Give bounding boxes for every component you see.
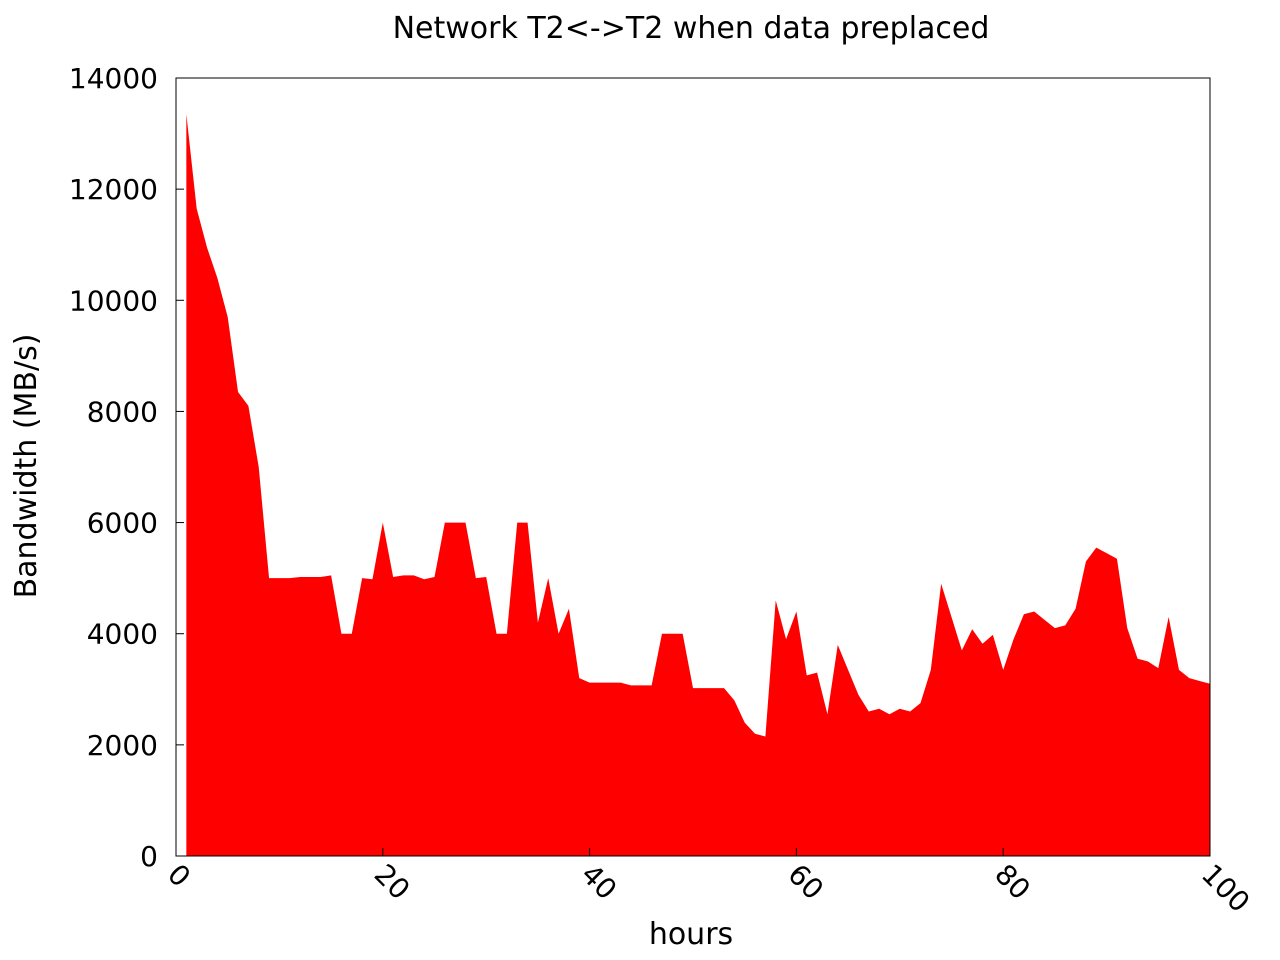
y-tick-label: 14000 [69, 62, 158, 95]
y-tick-label: 4000 [87, 618, 158, 651]
y-tick-label: 10000 [69, 284, 158, 317]
y-tick-label: 12000 [69, 173, 158, 206]
y-axis: 0 2000 4000 6000 8000 10000 12000 14000 [69, 62, 184, 873]
plot-frame [175, 77, 1211, 857]
x-tick-label: 80 [988, 858, 1037, 907]
y-tick-label: 8000 [87, 395, 158, 428]
x-tick-label: 100 [1195, 858, 1256, 919]
y-axis-title: Bandwidth (MB/s) [9, 334, 44, 599]
x-tick-label: 40 [575, 858, 624, 907]
x-axis: 0 20 40 60 80 100 [161, 848, 1256, 919]
x-tick-label: 0 [161, 858, 197, 894]
series-area-0 [186, 114, 1211, 857]
y-tick-label: 0 [140, 840, 158, 873]
chart-title: Network T2<->T2 when data preplaced [393, 11, 990, 46]
x-axis-title: hours [649, 917, 733, 952]
x-tick-label: 20 [368, 858, 417, 907]
y-tick-label: 6000 [87, 507, 158, 540]
y-tick-label: 2000 [87, 729, 158, 762]
x-tick-label: 60 [781, 858, 830, 907]
plot-area [186, 114, 1211, 857]
